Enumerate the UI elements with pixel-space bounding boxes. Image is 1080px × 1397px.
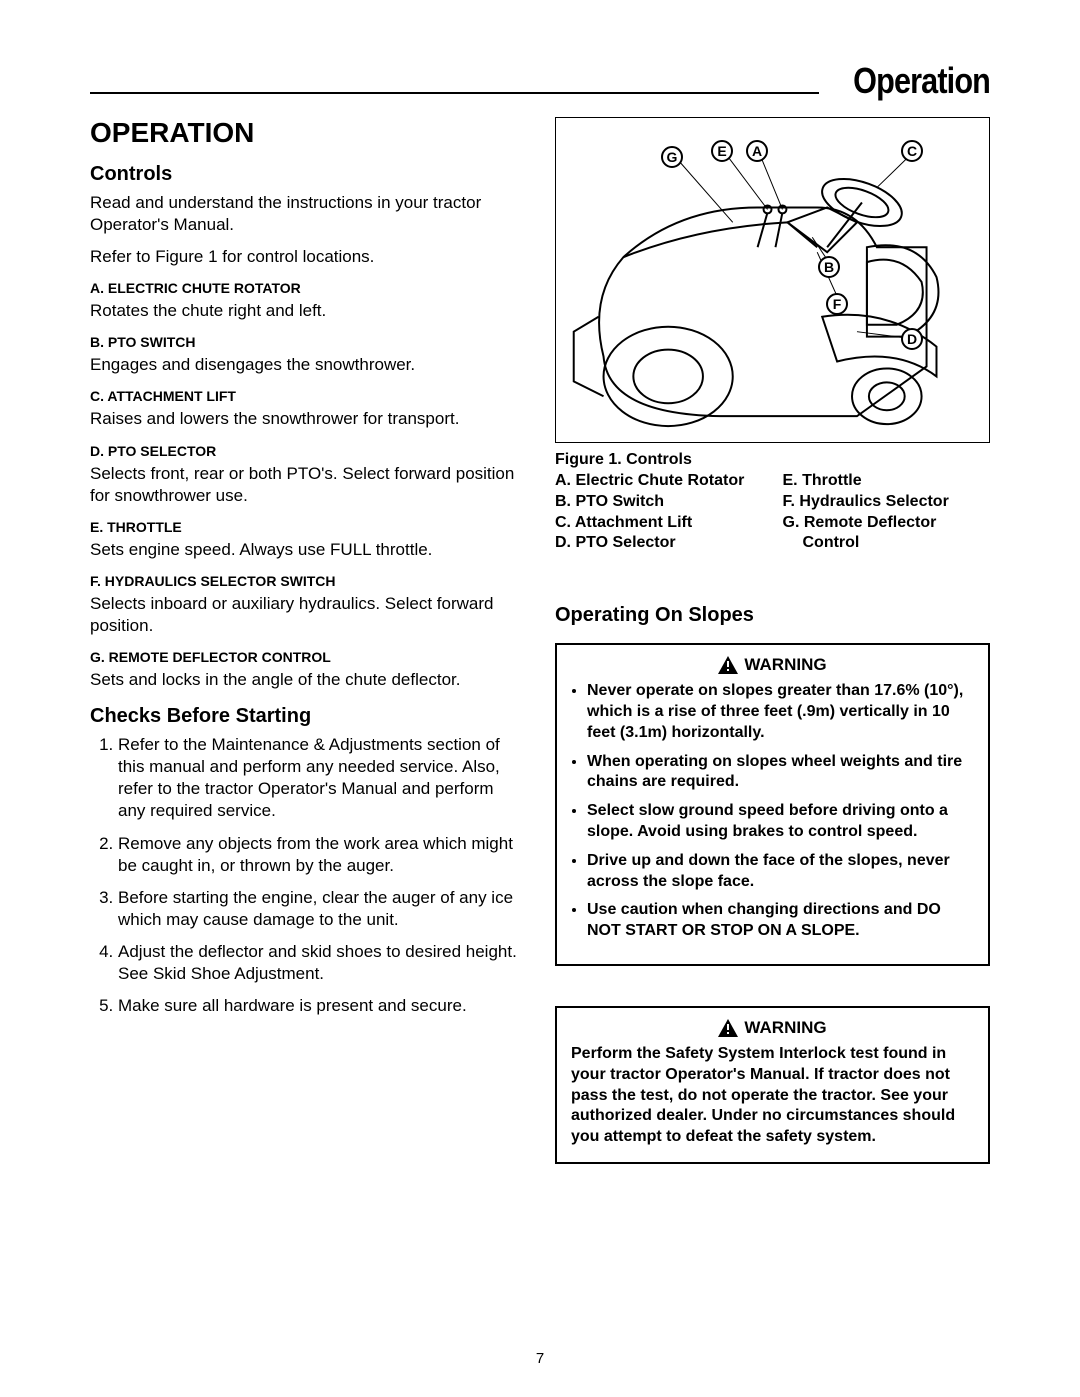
- control-desc-f: Selects inboard or auxiliary hydraulics.…: [90, 593, 525, 637]
- warning-label: WARNING: [744, 1018, 826, 1038]
- warning-icon: [718, 1019, 738, 1037]
- control-label-e: E. THROTTLE: [90, 519, 525, 535]
- check-item: Remove any objects from the work area wh…: [118, 833, 525, 877]
- control-label-g: G. REMOTE DEFLECTOR CONTROL: [90, 649, 525, 665]
- warning-label: WARNING: [744, 655, 826, 675]
- controls-heading: Controls: [90, 163, 525, 186]
- legend-item: F. Hydraulics Selector: [783, 492, 991, 513]
- warning-list: Never operate on slopes greater than 17.…: [571, 681, 974, 942]
- legend-item: G. Remote Deflector: [783, 513, 991, 534]
- callout-b: B: [818, 256, 840, 278]
- warning-text: Perform the Safety System Interlock test…: [571, 1044, 974, 1148]
- warn-item: Select slow ground speed before driving …: [587, 801, 974, 843]
- control-desc-c: Raises and lowers the snowthrower for tr…: [90, 408, 525, 430]
- legend-item: Control: [783, 533, 991, 554]
- control-label-a: A. ELECTRIC CHUTE ROTATOR: [90, 280, 525, 296]
- check-item: Adjust the deflector and skid shoes to d…: [118, 941, 525, 985]
- warn-item: Drive up and down the face of the slopes…: [587, 851, 974, 893]
- legend-item: D. PTO Selector: [555, 533, 763, 554]
- left-column: OPERATION Controls Read and understand t…: [90, 117, 525, 1164]
- check-item: Refer to the Maintenance & Adjustments s…: [118, 734, 525, 822]
- warn-item: When operating on slopes wheel weights a…: [587, 752, 974, 794]
- warning-icon: [718, 656, 738, 674]
- control-label-f: F. HYDRAULICS SELECTOR SWITCH: [90, 573, 525, 589]
- callout-g: G: [661, 146, 683, 168]
- legend-item: A. Electric Chute Rotator: [555, 471, 763, 492]
- control-desc-a: Rotates the chute right and left.: [90, 300, 525, 322]
- section-header: Operation: [853, 60, 990, 102]
- slopes-heading: Operating On Slopes: [555, 604, 990, 627]
- warning-box-1: WARNING Never operate on slopes greater …: [555, 643, 990, 966]
- callout-c: C: [901, 140, 923, 162]
- figure-legend: A. Electric Chute Rotator B. PTO Switch …: [555, 471, 990, 554]
- control-label-b: B. PTO SWITCH: [90, 334, 525, 350]
- control-label-d: D. PTO SELECTOR: [90, 443, 525, 459]
- legend-item: B. PTO Switch: [555, 492, 763, 513]
- callout-f: F: [826, 293, 848, 315]
- page-number: 7: [536, 1350, 544, 1367]
- intro-text-1: Read and understand the instructions in …: [90, 192, 525, 236]
- check-item: Before starting the engine, clear the au…: [118, 887, 525, 931]
- check-item: Make sure all hardware is present and se…: [118, 995, 525, 1017]
- legend-item: C. Attachment Lift: [555, 513, 763, 534]
- checks-heading: Checks Before Starting: [90, 705, 525, 728]
- figure-1: G E A C B F D: [555, 117, 990, 443]
- warning-head: WARNING: [571, 655, 974, 675]
- figure-caption: Figure 1. Controls: [555, 451, 990, 469]
- header-line: [90, 92, 819, 94]
- tractor-illustration: [556, 118, 989, 442]
- warn-item: Use caution when changing directions and…: [587, 900, 974, 942]
- control-desc-g: Sets and locks in the angle of the chute…: [90, 669, 525, 691]
- warning-head: WARNING: [571, 1018, 974, 1038]
- right-column: G E A C B F D Figure 1. Controls A. Elec…: [555, 117, 990, 1164]
- callout-e: E: [711, 140, 733, 162]
- control-desc-b: Engages and disengages the snowthrower.: [90, 354, 525, 376]
- callout-d: D: [901, 328, 923, 350]
- checks-list: Refer to the Maintenance & Adjustments s…: [90, 734, 525, 1017]
- control-label-c: C. ATTACHMENT LIFT: [90, 388, 525, 404]
- control-desc-d: Selects front, rear or both PTO's. Selec…: [90, 463, 525, 507]
- warn-item: Never operate on slopes greater than 17.…: [587, 681, 974, 743]
- header-rule: Operation: [90, 60, 990, 102]
- intro-text-2: Refer to Figure 1 for control locations.: [90, 246, 525, 268]
- warning-box-2: WARNING Perform the Safety System Interl…: [555, 1006, 990, 1164]
- page-title: OPERATION: [90, 117, 525, 149]
- control-desc-e: Sets engine speed. Always use FULL throt…: [90, 539, 525, 561]
- legend-item: E. Throttle: [783, 471, 991, 492]
- callout-a: A: [746, 140, 768, 162]
